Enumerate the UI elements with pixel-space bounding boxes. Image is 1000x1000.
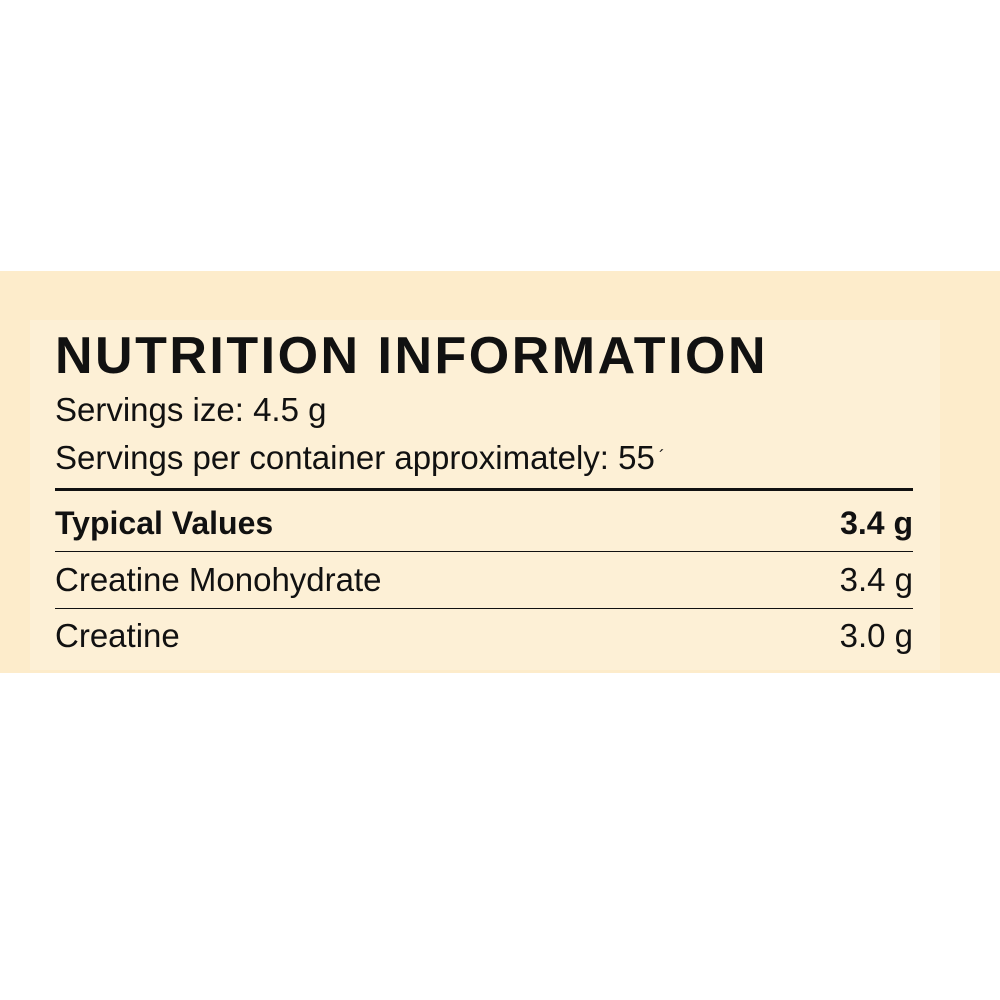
row-value: 3.0 g [839,617,913,654]
row-value: 3.4 g [839,561,913,598]
row-label: Creatine [55,617,180,654]
servings-mark: ´ [658,447,665,467]
table-row: Creatine 3.0 g [55,616,913,656]
nutrition-title: NUTRITION INFORMATION [55,327,769,385]
divider [55,608,913,609]
header-label: Typical Values [55,505,274,541]
servings-per-container: Servings per container approximately: 55… [55,437,665,478]
table-row: Creatine Monohydrate 3.4 g [55,560,913,600]
table-header-row: Typical Values 3.4 g [55,503,913,543]
header-value: 3.4 g [840,505,913,541]
nutrition-panel [30,320,940,670]
servings-per-container-text: Servings per container approximately: 55 [55,439,655,476]
divider [55,551,913,552]
row-label: Creatine Monohydrate [55,561,382,598]
serving-size: Servings ize: 4.5 g [55,391,327,428]
thick-divider [55,488,913,491]
